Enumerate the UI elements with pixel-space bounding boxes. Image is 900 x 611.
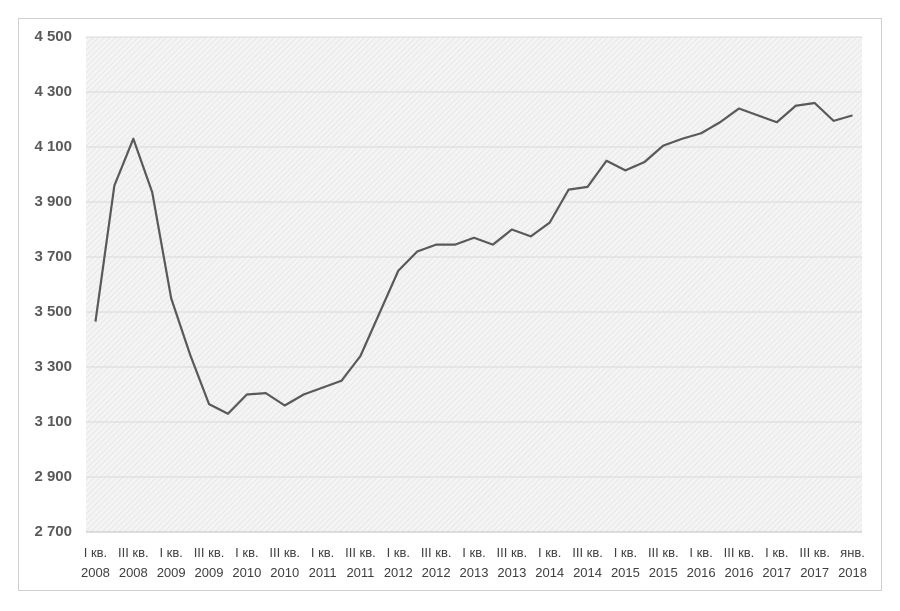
- x-tick-label: I кв. 2012: [383, 545, 413, 580]
- x-tick-label: I кв. 2008: [80, 545, 110, 580]
- x-tick-label: III кв. 2017: [799, 545, 830, 580]
- y-tick-label: 4 300: [34, 83, 72, 100]
- x-tick-label: III кв. 2010: [269, 545, 301, 580]
- x-tick-label: III кв. 2012: [420, 545, 452, 580]
- x-tick-label: III кв. 2008: [117, 545, 149, 580]
- x-tick-label: I кв. 2017: [762, 545, 792, 580]
- data-line: [94, 101, 853, 415]
- x-tick-label: III кв. 2014: [572, 545, 603, 580]
- x-tick-label: I кв. 2011: [308, 545, 337, 580]
- x-tick-label: III кв. 2016: [723, 545, 755, 580]
- x-tick-label: I кв. 2014: [535, 545, 565, 580]
- x-tick-label: III кв. 2015: [647, 545, 679, 580]
- x-tick-label: I кв. 2015: [610, 545, 640, 580]
- y-tick-label: 2 700: [34, 523, 72, 540]
- chart-frame: [18, 18, 882, 591]
- y-tick-label: 3 500: [34, 303, 72, 320]
- x-tick-label: I кв. 2009: [156, 545, 186, 580]
- y-tick-label: 3 900: [34, 193, 72, 210]
- x-tick-label: I кв. 2013: [459, 545, 489, 580]
- x-tick-label: III кв. 2009: [193, 545, 225, 580]
- x-tick-label: III кв. 2013: [496, 545, 528, 580]
- y-tick-label: 2 900: [34, 468, 72, 485]
- y-tick-label: 3 100: [34, 413, 72, 430]
- y-tick-label: 4 500: [34, 28, 72, 45]
- plot-area: [86, 37, 862, 532]
- x-tick-label: I кв. 2016: [686, 545, 716, 580]
- y-tick-label: 3 300: [34, 358, 72, 375]
- x-tick-label: III кв. 2011: [345, 545, 376, 580]
- y-tick-label: 3 700: [34, 248, 72, 265]
- x-tick-label: янв. 2018: [838, 545, 867, 580]
- x-tick-label: I кв. 2010: [232, 545, 262, 580]
- y-tick-label: 4 100: [34, 138, 72, 155]
